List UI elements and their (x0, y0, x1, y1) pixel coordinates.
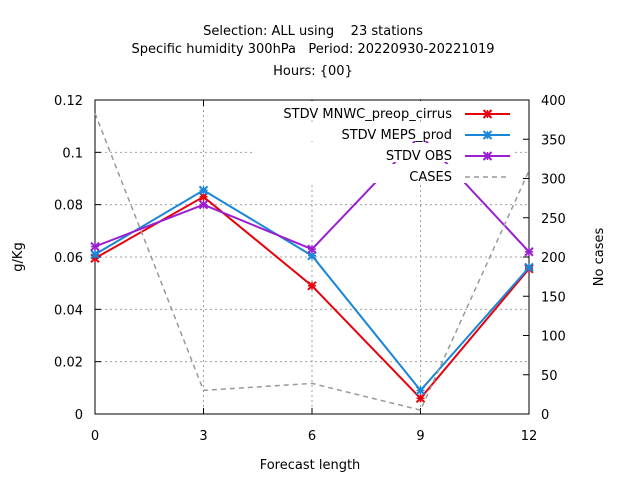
legend-label: STDV MEPS_prod (341, 128, 452, 143)
legend-marker (482, 109, 493, 119)
series-line-0 (94, 195, 530, 400)
y-tick-label: 0.02 (54, 356, 83, 371)
series-1-point (524, 262, 534, 273)
x-tick-label: 12 (521, 429, 538, 444)
y2-tick-label: 350 (541, 133, 566, 148)
legend-entry-bg (253, 143, 515, 162)
chart-title-line-2: Specific humidity 300hPa Period: 2022093… (131, 42, 494, 57)
y2-tick-label: 150 (541, 290, 566, 305)
x-axis-label: Forecast length (260, 458, 361, 473)
x-tick-label: 0 (91, 429, 99, 444)
legend-entry-bg (253, 122, 515, 141)
legend-entry-bg (253, 101, 515, 120)
legend-marker (482, 151, 493, 161)
x-tick-label: 3 (199, 429, 207, 444)
legend-label: STDV OBS (386, 149, 452, 164)
y-tick-label: 0.04 (54, 303, 83, 318)
y2-tick-label: 0 (541, 408, 549, 423)
legend: STDV MNWC_preop_cirrus STDV MEPS_prod STDV… (253, 101, 515, 185)
y-tick-label: 0.1 (62, 146, 83, 161)
y-tick-label: 0 (75, 408, 83, 423)
y-tick-label: 0.12 (54, 94, 83, 109)
series-0-point (307, 281, 317, 291)
chart-title-line-1: Selection: ALL using 23 stations (203, 24, 423, 39)
series-2-point (307, 244, 317, 254)
x-tick-label: 6 (308, 429, 316, 444)
legend-label: CASES (409, 170, 452, 185)
y2-tick-label: 300 (541, 173, 566, 188)
series-line-3 (94, 113, 530, 411)
series-0-point (415, 393, 426, 404)
y2-tick-label: 400 (541, 94, 566, 109)
series-1-point (90, 249, 100, 260)
x-tick-label: 9 (416, 429, 424, 444)
y-tick-label: 0.06 (54, 251, 83, 266)
y2-tick-label: 250 (541, 212, 566, 227)
series-1-point (415, 385, 426, 396)
series-2-point (524, 247, 534, 257)
y-axis-label: g/Kg (11, 242, 26, 271)
legend-entry-bg (253, 164, 515, 183)
y2-tick-label: 200 (541, 251, 566, 266)
y2-tick-label: 100 (541, 330, 566, 345)
y2-tick-label: 50 (541, 369, 558, 384)
series-2-point (90, 241, 100, 252)
y2-axis-label: No cases (592, 228, 607, 287)
chart-title-line-3: Hours: {00} (273, 64, 353, 79)
series (90, 113, 534, 411)
y-tick-label: 0.08 (54, 199, 83, 214)
legend-marker (482, 130, 493, 140)
series-2-point (198, 199, 209, 210)
series-1-point (198, 185, 209, 195)
legend-label: STDV MNWC_preop_cirrus (283, 107, 452, 122)
